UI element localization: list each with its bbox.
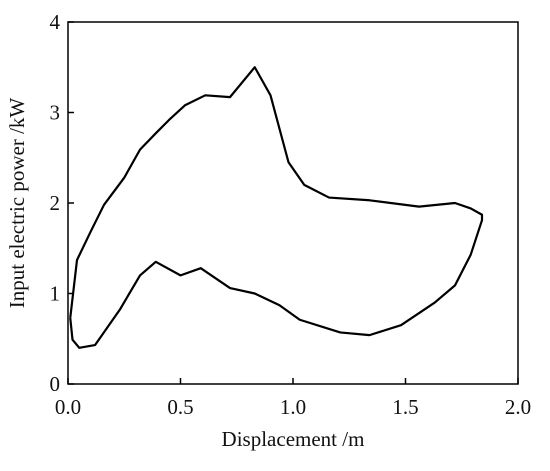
y-tick-label: 4 (50, 10, 61, 34)
x-tick-label: 1.5 (392, 395, 418, 419)
x-tick-label: 1.0 (280, 395, 306, 419)
x-tick-label: 0.0 (55, 395, 81, 419)
y-tick-label: 2 (50, 191, 61, 215)
x-axis-label: Displacement /m (222, 427, 365, 451)
x-tick-label: 0.5 (167, 395, 193, 419)
y-tick-label: 0 (50, 372, 61, 396)
y-axis-label: Input electric power /kW (5, 98, 29, 309)
y-tick-label: 3 (50, 101, 61, 125)
y-tick-label: 1 (50, 282, 61, 306)
data-line (69, 66, 484, 349)
x-tick-label: 2.0 (505, 395, 531, 419)
